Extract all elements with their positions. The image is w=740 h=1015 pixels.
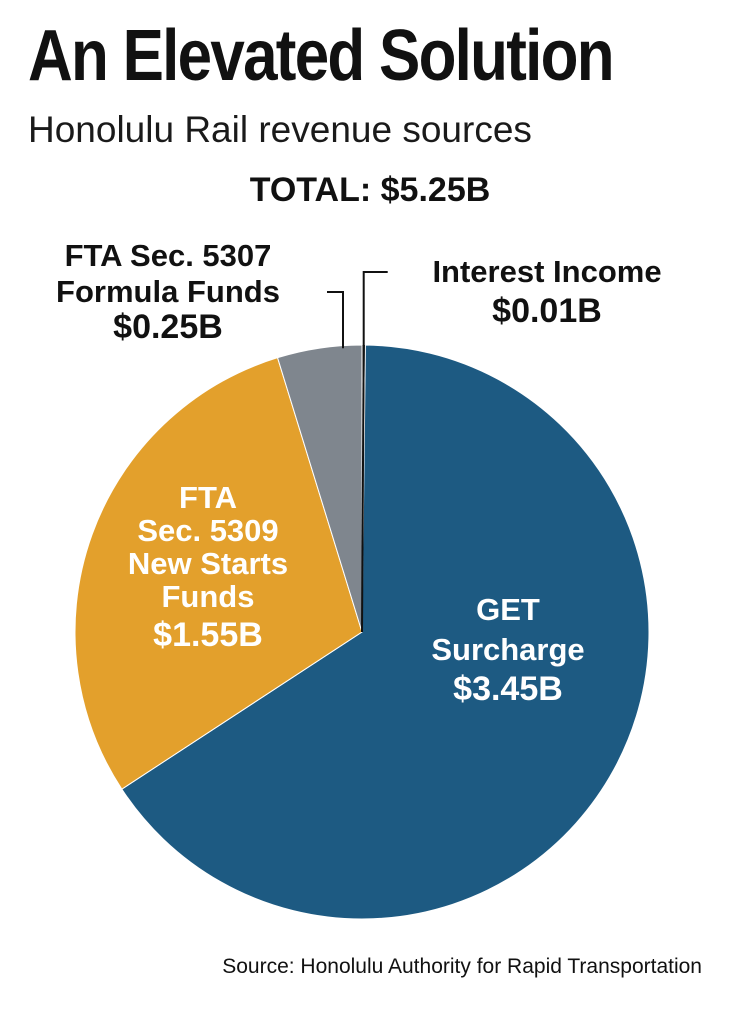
slice-value-label: $0.01B (492, 292, 602, 330)
leader-line-interest-income (362, 271, 388, 345)
pie-slice-fta-5309 (74, 357, 363, 790)
slice-label-line: FTA Sec. 5307 (65, 238, 272, 273)
slice-labels: Interest Income $0.01B GET Surcharge $3.45B F… (56, 238, 662, 708)
slice-label-line: Interest Income (432, 254, 661, 289)
slice-label-get-surcharge: GET Surcharge $3.45B (431, 592, 584, 708)
slice-value-label: $3.45B (453, 670, 563, 708)
slice-label-line: GET (476, 592, 540, 627)
pie-slices (74, 344, 650, 920)
source-note: Source: Honolulu Authority for Rapid Tra… (222, 955, 702, 978)
total-label: TOTAL: $5.25B (249, 171, 491, 209)
slice-value-label: $0.25B (113, 308, 223, 346)
slice-label-interest-income: Interest Income $0.01B (432, 254, 661, 330)
slice-label-line: Sec. 5309 (137, 513, 278, 548)
slice-value-label: $1.55B (153, 616, 263, 654)
chart-title: An Elevated Solution (28, 16, 615, 96)
pie-slice-fta-5307 (276, 344, 363, 633)
pie-slice-interest-income-edge (361, 345, 365, 633)
pie-slice-get-surcharge (121, 344, 650, 920)
slice-label-line: FTA (179, 480, 237, 515)
slice-label-fta-5309: FTA Sec. 5309 New Starts Funds $1.55B (128, 480, 288, 654)
slice-label-line: Funds (162, 579, 255, 614)
leader-lines (327, 271, 388, 349)
leader-line-fta-5307 (327, 291, 344, 349)
chart-subtitle: Honolulu Rail revenue sources (28, 109, 532, 150)
slice-label-line: Formula Funds (56, 274, 280, 309)
slice-label-line: New Starts (128, 546, 288, 581)
slice-label-fta-5307: FTA Sec. 5307 Formula Funds $0.25B (56, 238, 280, 346)
slice-label-line: Surcharge (431, 632, 584, 667)
